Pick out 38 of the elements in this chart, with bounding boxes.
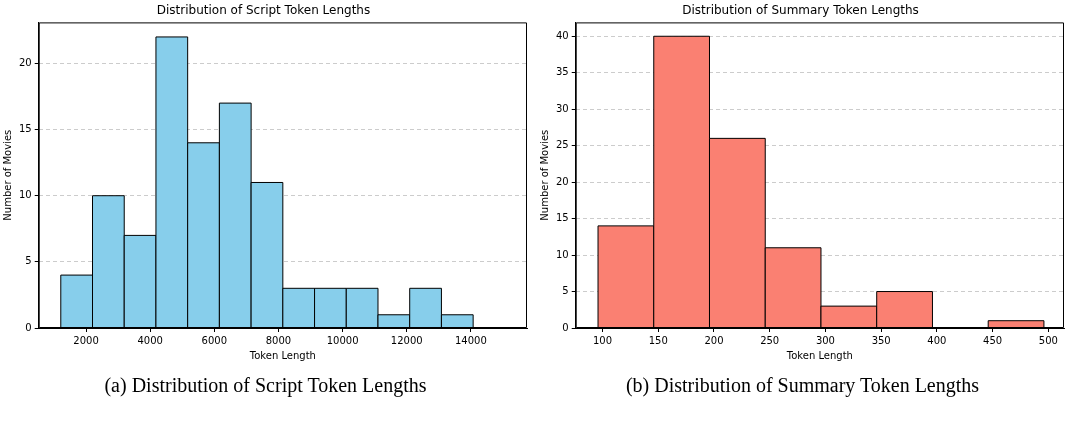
x-tick-label: 150 — [648, 334, 668, 346]
y-tick-label: 25 — [555, 139, 569, 151]
y-tick-label: 0 — [25, 321, 32, 333]
y-axis-title: Number of Movies — [1, 129, 13, 221]
y-tick-label: 20 — [18, 57, 32, 69]
y-tick-label: 40 — [555, 29, 569, 41]
x-tick-label: 14000 — [455, 334, 487, 346]
text: (a) Distribution of Script Token Lengths — [103, 374, 428, 397]
y-tick-label: 0 — [562, 321, 569, 333]
x-tick-label: 10000 — [326, 334, 359, 346]
y-tick-label: 15 — [555, 212, 569, 224]
y-tick-label: 20 — [555, 175, 569, 187]
x-tick-label: 250 — [760, 334, 780, 346]
y-tick-label: 30 — [555, 102, 569, 114]
x-axis-title: Token Length — [785, 349, 853, 361]
x-axis-title: Token Length — [248, 349, 316, 361]
y-tick-label: 35 — [555, 66, 569, 78]
y-axis-title: Number of Movies — [538, 129, 550, 221]
x-tick-label: 500 — [1038, 334, 1058, 346]
y-tick-label: 10 — [18, 189, 32, 201]
x-tick-label: 2000 — [73, 334, 99, 346]
x-tick-label: 100 — [592, 334, 613, 346]
x-tick-label: 6000 — [201, 334, 228, 346]
y-tick-label: 5 — [562, 285, 569, 297]
x-tick-label: 4000 — [137, 334, 163, 346]
x-tick-label: 400 — [927, 334, 947, 346]
x-tick-label: 350 — [871, 334, 891, 346]
y-tick-label: 10 — [555, 248, 569, 260]
x-tick-label: 12000 — [390, 334, 423, 346]
chart-title: Distribution of Summary Token Lengths — [682, 3, 919, 18]
x-tick-label: 8000 — [265, 334, 292, 346]
x-tick-label: 200 — [704, 334, 724, 346]
x-tick-label: 450 — [983, 334, 1003, 346]
y-tick-label: 15 — [18, 123, 32, 135]
x-tick-label: 300 — [815, 334, 835, 346]
chart-title: Distribution of Script Token Lengths — [156, 3, 371, 18]
y-tick-label: 5 — [25, 255, 32, 267]
text: (b) Distribution of Summary Token Lengths — [624, 374, 981, 397]
